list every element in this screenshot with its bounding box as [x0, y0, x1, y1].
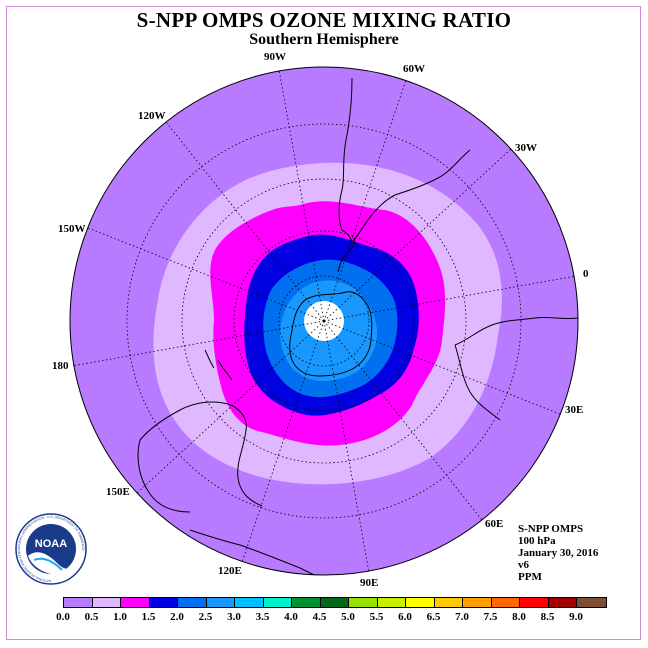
colorbar-tick-label: 7.0 — [455, 611, 469, 623]
lon-label-60w: 60W — [403, 63, 425, 75]
colorbar-swatch — [463, 598, 492, 607]
info-date: January 30, 2016 — [518, 547, 599, 559]
colorbar-tick-label: 8.0 — [512, 611, 526, 623]
colorbar-tick-label: 2.5 — [198, 611, 213, 623]
antarctica-coast — [289, 291, 373, 377]
colorbar-swatch — [178, 598, 207, 607]
colorbar-tick-label: 2.0 — [170, 611, 184, 623]
colorbar-swatch — [406, 598, 435, 607]
colorbar-tick-label: 0.0 — [56, 611, 70, 623]
indonesia-coast — [189, 529, 331, 575]
colorbar-tick-label: 8.5 — [540, 611, 555, 623]
info-instrument: S-NPP OMPS — [518, 523, 584, 535]
info-level: 100 hPa — [518, 535, 556, 547]
colorbar-tick-label: 4.5 — [312, 611, 327, 623]
lon-label-30e: 30E — [565, 404, 584, 416]
colorbar — [63, 597, 607, 608]
lon-label-120e: 120E — [218, 565, 242, 577]
australia-coast — [137, 401, 263, 513]
colorbar-tick-label: 6.5 — [426, 611, 441, 623]
graticule — [71, 67, 577, 575]
colorbar-tick-label: 3.0 — [227, 611, 241, 623]
info-panel: S-NPP OMPS 100 hPa January 30, 2016 v6 P… — [518, 523, 598, 583]
colorbar-tick-label: 5.0 — [341, 611, 355, 623]
antarctic-peninsula — [337, 237, 356, 273]
colorbar-tick-label: 1.0 — [113, 611, 127, 623]
colorbar-tick-label: 9.0 — [569, 611, 583, 623]
colorbar-swatch — [64, 598, 93, 607]
info-version: v6 — [518, 559, 529, 571]
lon-label-180: 180 — [52, 360, 69, 372]
colorbar-tick-label: 6.0 — [398, 611, 412, 623]
lon-label-0: 0 — [583, 268, 589, 280]
colorbar-swatch — [577, 598, 606, 607]
colorbar-tick-label: 5.5 — [369, 611, 384, 623]
noaa-logo: NOAA NATIONAL OCEANIC AND ATMOSPHERIC AD… — [15, 513, 87, 585]
map-subtitle: Southern Hemisphere — [249, 31, 399, 48]
coastlines — [137, 77, 578, 575]
lon-label-150e: 150E — [106, 486, 130, 498]
lon-label-150w: 150W — [58, 223, 86, 235]
colorbar-swatch — [292, 598, 321, 607]
colorbar-swatch — [377, 598, 406, 607]
colorbar-swatch — [520, 598, 549, 607]
colorbar-swatch — [263, 598, 292, 607]
info-units: PPM — [518, 571, 542, 583]
figure-frame — [6, 6, 641, 640]
colorbar-swatch — [434, 598, 463, 607]
colorbar-swatch — [206, 598, 235, 607]
colorbar-tick-label: 0.5 — [84, 611, 99, 623]
colorbar-swatch — [235, 598, 264, 607]
colorbar-tick-label: 3.5 — [255, 611, 270, 623]
colorbar-tick-label: 7.5 — [483, 611, 498, 623]
lon-label-120w: 120W — [138, 110, 166, 122]
colorbar-tick-label: 4.0 — [284, 611, 298, 623]
pole-dot — [322, 319, 326, 323]
colorbar-swatch — [548, 598, 577, 607]
colorbar-swatch — [491, 598, 520, 607]
africa-coast — [454, 316, 578, 421]
new-zealand-coast — [204, 349, 233, 381]
map-border — [69, 66, 579, 576]
map-title: S-NPP OMPS OZONE MIXING RATIO — [136, 8, 512, 32]
colorbar-swatch — [121, 598, 150, 607]
colorbar-swatch — [349, 598, 378, 607]
colorbar-swatch — [149, 598, 178, 607]
colorbar-swatch — [320, 598, 349, 607]
lon-label-90e: 90E — [360, 577, 379, 589]
lon-label-60e: 60E — [485, 518, 504, 530]
colorbar-swatch — [92, 598, 121, 607]
colorbar-tick-label: 1.5 — [141, 611, 156, 623]
noaa-logo-text: NOAA — [35, 538, 67, 550]
lon-label-90w: 90W — [264, 51, 286, 63]
lon-label-30w: 30W — [515, 142, 537, 154]
